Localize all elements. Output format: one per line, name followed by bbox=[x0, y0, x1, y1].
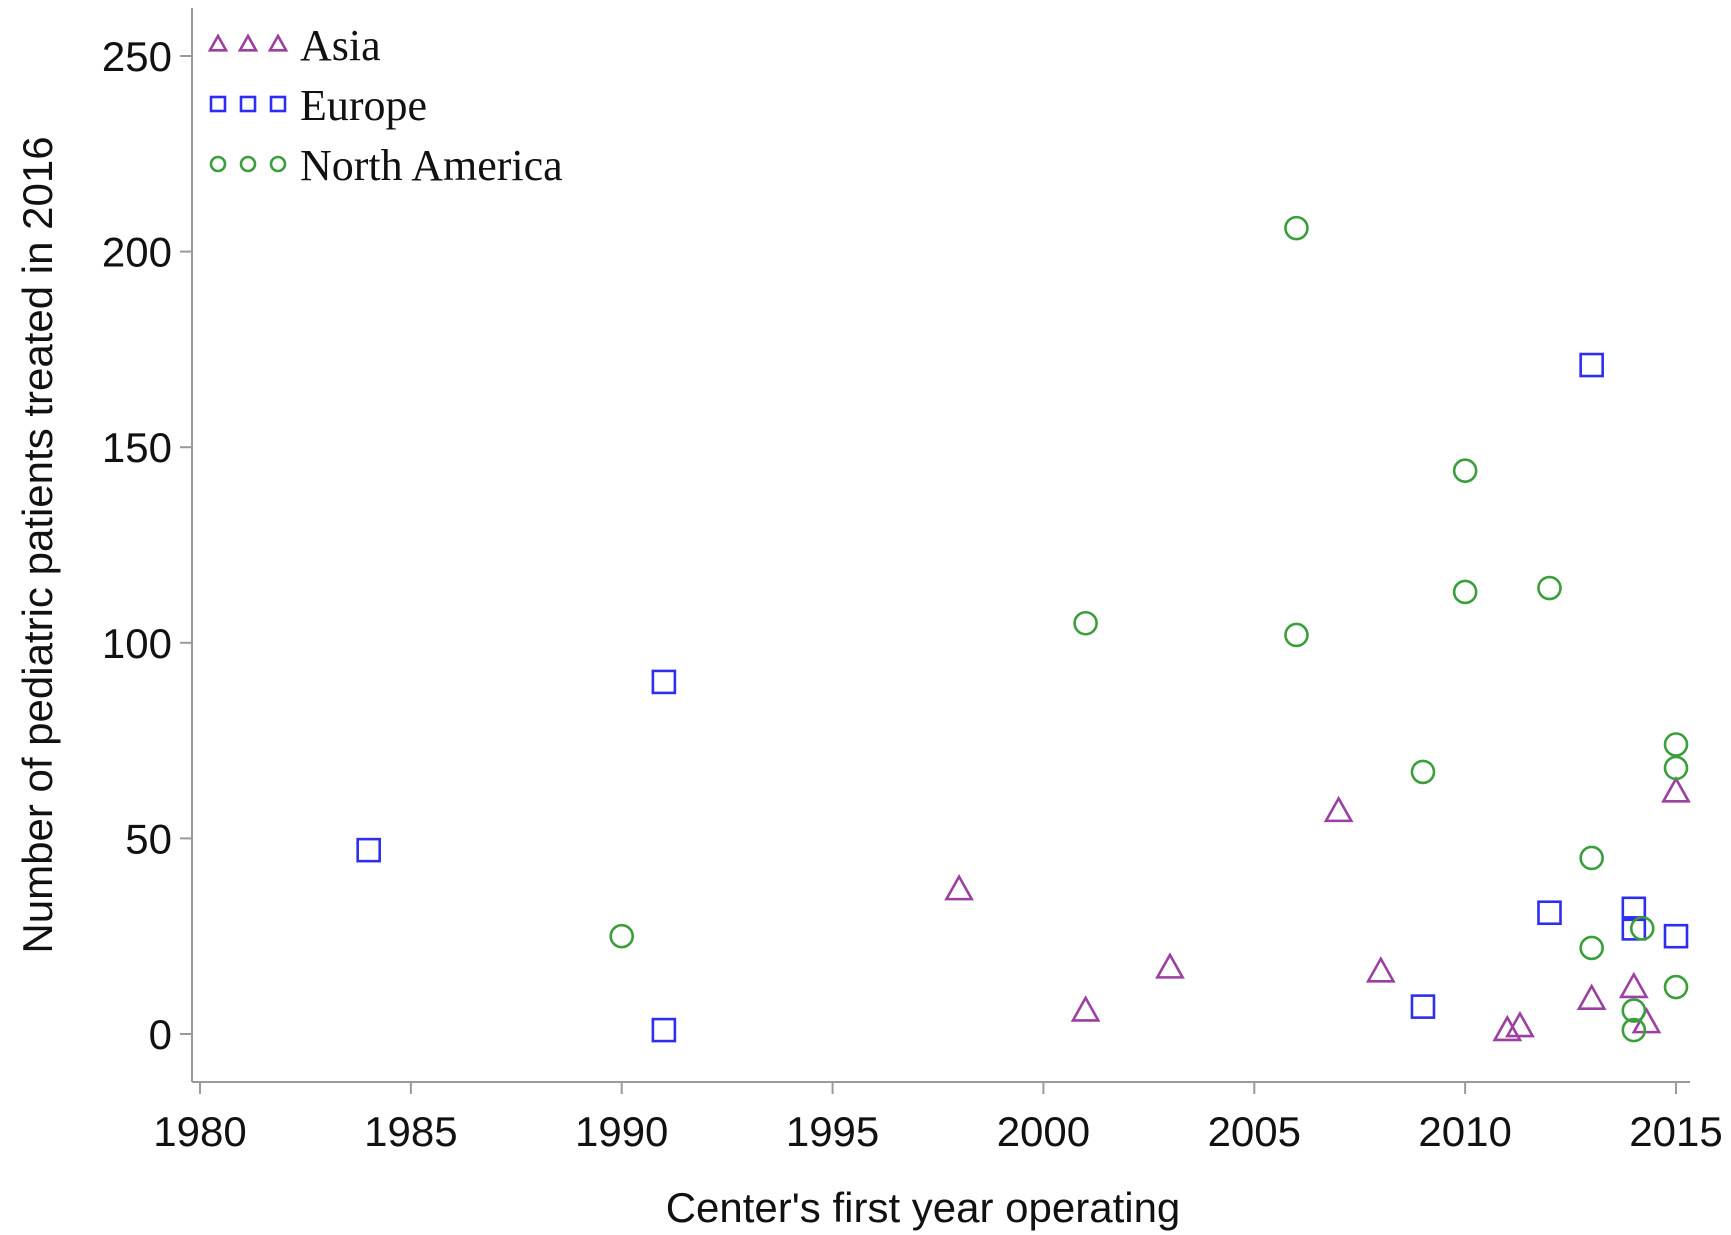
data-point-circle bbox=[1663, 755, 1689, 781]
x-tick-label: 2005 bbox=[1208, 1108, 1301, 1155]
data-point-triangle bbox=[1155, 952, 1185, 979]
data-point-circle bbox=[1579, 935, 1604, 961]
data-point-circle bbox=[1073, 610, 1098, 636]
series-triangle bbox=[944, 776, 1691, 1042]
data-point-triangle bbox=[1070, 995, 1101, 1022]
data-point-square bbox=[651, 1017, 677, 1043]
data-point-triangle bbox=[1618, 971, 1649, 999]
data-point-triangle bbox=[1323, 795, 1354, 823]
x-axis-label: Center's first year operating bbox=[666, 1184, 1181, 1231]
legend-marker-circle bbox=[269, 155, 287, 173]
x-tick-label: 2000 bbox=[997, 1108, 1090, 1155]
legend-marker-square bbox=[239, 95, 257, 113]
data-point-circle bbox=[1452, 458, 1478, 483]
legend-marker-circle bbox=[209, 155, 227, 173]
data-point-circle bbox=[1284, 215, 1309, 241]
data-point-circle bbox=[1621, 1017, 1647, 1043]
legend-marker-square bbox=[209, 95, 227, 113]
data-points bbox=[356, 215, 1691, 1043]
data-point-square bbox=[1410, 994, 1436, 1019]
data-point-triangle bbox=[1576, 983, 1607, 1010]
y-tick-label: 250 bbox=[102, 33, 172, 80]
data-point-square bbox=[1579, 352, 1604, 378]
x-tick-label: 2015 bbox=[1629, 1108, 1722, 1155]
data-point-triangle bbox=[944, 873, 974, 901]
y-ticks: 0 50 100 150 200 250 bbox=[102, 33, 192, 1058]
data-point-circle bbox=[1410, 759, 1436, 785]
x-tick-label: 2010 bbox=[1418, 1108, 1511, 1155]
y-tick-label: 100 bbox=[102, 620, 172, 667]
legend-label: Asia bbox=[300, 21, 381, 70]
legend-marker-triangle bbox=[237, 33, 259, 52]
data-point-circle bbox=[1663, 732, 1689, 757]
data-point-circle bbox=[1663, 974, 1689, 1000]
data-point-circle bbox=[1284, 622, 1309, 648]
y-tick-label: 50 bbox=[125, 815, 172, 862]
legend-marker-triangle bbox=[207, 33, 229, 52]
data-point-square bbox=[1621, 916, 1647, 941]
y-tick-label: 200 bbox=[102, 229, 172, 276]
y-tick-label: 150 bbox=[102, 424, 172, 471]
data-point-square bbox=[651, 669, 677, 695]
data-point-circle bbox=[1579, 845, 1604, 871]
data-point-triangle bbox=[1505, 1010, 1535, 1038]
data-point-circle bbox=[1629, 916, 1655, 941]
y-tick-label: 0 bbox=[149, 1011, 172, 1058]
legend-item: North America bbox=[209, 141, 563, 190]
legend: Asia Europe North America bbox=[207, 21, 563, 190]
data-point-circle bbox=[1621, 998, 1647, 1023]
data-point-square bbox=[356, 837, 381, 863]
x-tick-label: 1980 bbox=[153, 1108, 246, 1155]
data-point-square bbox=[1663, 923, 1689, 949]
data-point-square bbox=[1537, 900, 1562, 926]
data-point-triangle bbox=[1661, 776, 1691, 803]
axes bbox=[191, 8, 1690, 1083]
data-point-circle bbox=[1452, 579, 1478, 605]
legend-label: North America bbox=[300, 141, 563, 190]
legend-item: Europe bbox=[209, 81, 427, 130]
data-point-circle bbox=[609, 923, 635, 949]
legend-label: Europe bbox=[300, 81, 427, 130]
series-square bbox=[356, 352, 1689, 1043]
legend-item: Asia bbox=[207, 21, 381, 70]
series-circle bbox=[609, 215, 1689, 1043]
data-point-triangle bbox=[1492, 1014, 1523, 1042]
data-point-circle bbox=[1537, 575, 1562, 601]
x-ticks: 1980 1985 1990 1995 2000 2005 2010 2015 bbox=[153, 1082, 1723, 1155]
x-tick-label: 1985 bbox=[364, 1108, 457, 1155]
x-tick-label: 1990 bbox=[575, 1108, 668, 1155]
legend-marker-square bbox=[269, 95, 287, 113]
y-axis-label: Number of pediatric patients treated in … bbox=[14, 136, 61, 953]
legend-marker-triangle bbox=[267, 33, 289, 52]
data-point-triangle bbox=[1365, 956, 1396, 983]
legend-marker-circle bbox=[239, 155, 257, 173]
x-tick-label: 1995 bbox=[786, 1108, 879, 1155]
